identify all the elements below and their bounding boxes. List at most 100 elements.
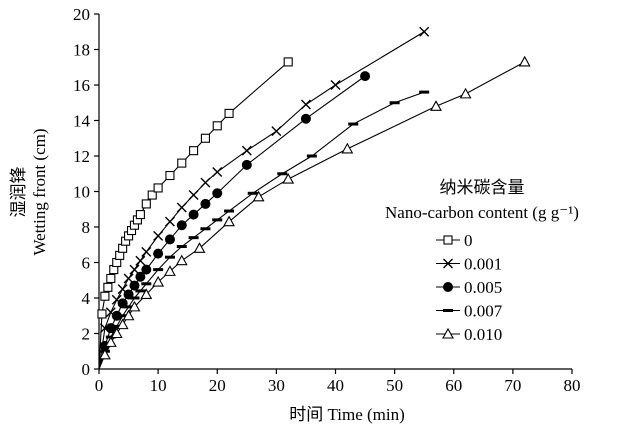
marker-point xyxy=(282,172,295,184)
marker-point xyxy=(176,220,187,231)
marker-point xyxy=(128,300,141,312)
x-tick-label: 60 xyxy=(445,376,462,395)
marker-point xyxy=(200,198,211,209)
marker-point xyxy=(106,273,116,284)
marker-point xyxy=(116,318,129,330)
marker-point xyxy=(212,166,223,177)
marker-point xyxy=(152,275,165,287)
x-ticks: 0 10 20 30 40 50 60 70 80 xyxy=(95,369,581,395)
legend-item: 0 xyxy=(436,231,473,250)
series-layer xyxy=(97,26,531,370)
marker-point xyxy=(140,288,153,300)
x-tick-label: 20 xyxy=(209,376,226,395)
marker-point xyxy=(175,254,188,266)
marker-point xyxy=(189,146,199,156)
series-0 xyxy=(97,57,293,370)
marker-point xyxy=(103,282,113,292)
y-tick-label: 6 xyxy=(82,254,91,273)
x-tick-label: 40 xyxy=(327,376,344,395)
marker-point xyxy=(419,26,430,37)
marker-point xyxy=(212,188,223,199)
marker-point xyxy=(164,234,175,245)
legend-label: 0.007 xyxy=(464,302,503,321)
plot-area: 0 10 20 30 40 50 60 70 80 0 2 4 6 8 10 12 14 16 18 20 xyxy=(73,5,581,395)
marker-point xyxy=(153,183,163,193)
marker-point xyxy=(241,159,252,170)
y-tick-label: 18 xyxy=(73,41,90,60)
marker-point xyxy=(104,336,117,347)
y-tick-label: 0 xyxy=(82,360,91,379)
marker-point xyxy=(123,273,134,284)
marker-point xyxy=(98,348,111,360)
marker-point xyxy=(271,126,282,137)
marker-point xyxy=(176,202,187,213)
marker-point xyxy=(141,246,152,257)
y-tick-label: 20 xyxy=(73,5,90,24)
legend-item: 0.005 xyxy=(436,278,502,297)
marker-point xyxy=(164,265,176,276)
x-tick-label: 80 xyxy=(564,376,581,395)
marker-point xyxy=(193,242,206,253)
legend-item: 0.010 xyxy=(436,325,502,344)
y-ticks: 0 2 4 6 8 10 12 14 16 18 20 xyxy=(73,5,99,379)
legend-label: 0.005 xyxy=(464,278,502,297)
marker-point xyxy=(300,113,311,124)
legend-label: 0.001 xyxy=(464,255,502,274)
marker-point xyxy=(200,177,211,188)
marker-legend xyxy=(443,235,453,245)
series-line-0.007 xyxy=(98,91,425,370)
x-tick-label: 50 xyxy=(386,376,403,395)
marker-point xyxy=(110,327,123,339)
x-tick-label: 70 xyxy=(504,376,521,395)
marker-point xyxy=(135,271,146,282)
marker-point xyxy=(330,80,341,90)
legend-items: 0 0.001 0.005 0.007 0.010 xyxy=(436,231,503,344)
marker-point xyxy=(153,230,164,241)
marker-point xyxy=(459,87,472,99)
y-tick-label: 14 xyxy=(73,112,91,131)
series-0.007 xyxy=(98,90,430,370)
marker-legend xyxy=(442,327,454,339)
marker-point xyxy=(135,255,146,266)
legend-item: 0.001 xyxy=(436,255,502,274)
marker-point xyxy=(122,309,135,321)
x-tick-label: 30 xyxy=(268,376,285,395)
marker-point xyxy=(300,99,311,110)
marker-legend xyxy=(443,258,453,269)
marker-point xyxy=(430,100,442,111)
series-0.005 xyxy=(98,71,371,370)
legend-title-en: Nano-carbon content (g g⁻¹) xyxy=(385,203,579,222)
marker-point xyxy=(283,57,293,67)
legend-item: 0.007 xyxy=(436,302,503,321)
marker-point xyxy=(177,158,187,168)
x-axis-title: 时间 Time (min) xyxy=(289,405,405,424)
y-tick-label: 16 xyxy=(73,76,90,95)
legend-label: 0 xyxy=(464,231,473,250)
marker-point xyxy=(360,71,371,82)
y-tick-label: 2 xyxy=(82,325,91,344)
marker-point xyxy=(153,248,164,259)
marker-point xyxy=(200,133,210,143)
legend-label: 0.010 xyxy=(464,325,502,344)
marker-point xyxy=(224,108,234,118)
marker-point xyxy=(518,55,531,67)
series-0.010 xyxy=(98,55,531,370)
y-tick-label: 4 xyxy=(82,289,91,308)
marker-legend xyxy=(443,282,453,292)
y-tick-label: 10 xyxy=(73,183,90,202)
marker-point xyxy=(341,142,354,154)
marker-point xyxy=(188,190,199,201)
marker-point xyxy=(212,121,222,131)
marker-point xyxy=(165,170,175,181)
marker-point xyxy=(147,190,157,200)
marker-point xyxy=(135,210,145,220)
marker-point xyxy=(252,190,265,202)
marker-point xyxy=(164,216,175,227)
y-tick-label: 8 xyxy=(82,218,91,237)
marker-point xyxy=(141,264,152,275)
y-axis-title-en: Wetting front (cm) xyxy=(30,128,49,255)
y-tick-label: 12 xyxy=(73,147,90,166)
marker-point xyxy=(241,145,252,156)
y-axis-title-cn: 湿润锋 xyxy=(9,167,28,218)
